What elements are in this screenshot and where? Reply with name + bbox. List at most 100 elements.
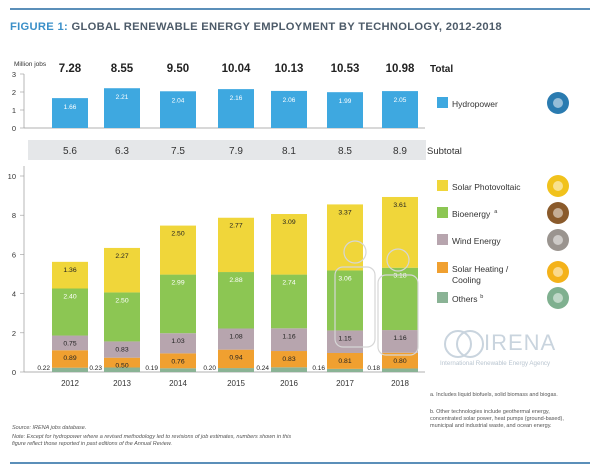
top-y-tick: 0	[12, 124, 16, 133]
subtotal-value: 8.9	[393, 146, 407, 157]
hydropower-label: 2.05	[394, 97, 407, 104]
hydropower-bar	[52, 98, 88, 128]
hydropower-label: 2.21	[116, 94, 129, 101]
source-note: Source: IRENA jobs database.	[12, 425, 87, 431]
top-rule	[10, 8, 590, 10]
solar-photovoltaic-label: 2.77	[229, 223, 242, 230]
others-label: 0.22	[37, 365, 50, 372]
total-value: 10.13	[275, 63, 304, 75]
solar-heating-cooling-label: 0.83	[282, 356, 295, 363]
bottom-y-tick: 10	[8, 172, 16, 181]
total-value: 7.28	[59, 63, 82, 75]
subtotal-value: 8.1	[282, 146, 296, 157]
top-y-tick: 2	[12, 88, 16, 97]
x-tick-label: 2016	[280, 379, 298, 388]
others-label: 0.16	[312, 365, 325, 372]
hydropower-label: 2.16	[230, 95, 243, 102]
solar-heating-cooling-segment	[52, 350, 88, 368]
solar-heating-cooling-label: 0.80	[393, 358, 406, 365]
others-segment	[104, 367, 140, 372]
total-value: 10.04	[222, 63, 251, 75]
legend-swatch-solar-heating-cooling	[437, 262, 448, 273]
hydropower-bar	[218, 89, 254, 128]
solar-heating-cooling-segment	[382, 352, 418, 369]
solar-photovoltaic-label: 3.61	[393, 202, 406, 209]
subtotal-band	[28, 140, 426, 160]
bioenergy-label: 3.06	[338, 275, 351, 282]
solar-heating-cooling-label: 0.81	[338, 358, 351, 365]
x-tick-label: 2015	[227, 379, 245, 388]
subtotal-value: 8.5	[338, 146, 352, 157]
logo-text: IRENA	[484, 330, 557, 355]
irena-globe-icon	[456, 330, 484, 358]
solar-photovoltaic-segment	[271, 214, 307, 275]
legend-swatch-wind-energy	[437, 234, 448, 245]
legend-label-wind-energy: Wind Energy	[452, 236, 501, 246]
irena-globe-icon	[444, 330, 472, 358]
hydropower-bar	[327, 92, 363, 128]
hydropower-label: 1.99	[339, 98, 352, 105]
solar-heating-cooling-label: 0.89	[63, 355, 76, 362]
wind-energy-label: 1.03	[171, 338, 184, 345]
wind-energy-segment	[104, 341, 140, 358]
wind-energy-segment	[271, 328, 307, 352]
x-tick-label: 2014	[169, 379, 187, 388]
wind-energy-segment	[52, 335, 88, 351]
footnote-b: b. Other technologies include geothermal…	[430, 409, 564, 429]
top-y-tick: 3	[12, 70, 16, 79]
solar-heating-cooling-segment	[218, 349, 254, 369]
legend-label-solar-photovoltaic: Solar Photovoltaic	[452, 182, 521, 192]
legend-label-solar-heating-cooling: Cooling	[452, 275, 481, 285]
bioenergy-segment	[160, 274, 196, 334]
top-axis-unit: Million jobs	[14, 61, 47, 68]
hydropower-label: 2.04	[172, 97, 185, 104]
x-tick-label: 2013	[113, 379, 131, 388]
legend-swatch-solar-photovoltaic	[437, 180, 448, 191]
solar-heating-cooling-label: 0.50	[115, 363, 128, 370]
subtotal-value: 7.5	[171, 146, 185, 157]
hydropower-bar	[271, 90, 307, 128]
legend-footnote-mark: a	[494, 209, 498, 215]
others-segment	[327, 368, 363, 372]
bottom-y-tick: 0	[12, 368, 16, 377]
others-segment	[52, 367, 88, 372]
icon-inner-mark	[553, 235, 563, 245]
x-tick-label: 2017	[336, 379, 354, 388]
bioenergy-segment	[271, 274, 307, 329]
bottom-y-tick: 6	[12, 250, 16, 259]
footnote-a: a. Includes liquid biofuels, solid bioma…	[430, 392, 558, 398]
wind-energy-label: 1.15	[338, 335, 351, 342]
wind-energy-segment	[160, 333, 196, 354]
wind-energy-label: 1.16	[393, 335, 406, 342]
icon-inner-mark	[553, 267, 563, 277]
legend-swatch-hydropower	[437, 97, 448, 108]
bioenergy-segment	[382, 267, 418, 331]
hydropower-bar	[104, 88, 140, 128]
wind-energy-label: 1.08	[229, 333, 242, 340]
worker-silhouette-icon	[386, 248, 410, 272]
figure-title-text: GLOBAL RENEWABLE ENERGY EMPLOYMENT BY TE…	[71, 21, 502, 33]
x-tick-label: 2018	[391, 379, 409, 388]
others-label: 0.19	[145, 365, 158, 372]
hydropower-bar	[382, 91, 418, 128]
solar-photovoltaic-segment	[160, 225, 196, 275]
subtotal-value: 6.3	[115, 146, 129, 157]
bioenergy-label: 2.74	[282, 280, 295, 287]
bottom-y-tick: 2	[12, 329, 16, 338]
others-segment	[160, 368, 196, 372]
figure-number: FIGURE 1:	[10, 21, 69, 33]
legend-swatch-others	[437, 292, 448, 303]
wind-energy-segment	[382, 330, 418, 353]
solar-photovoltaic-segment	[52, 261, 88, 289]
bottom-rule	[10, 462, 590, 464]
subtotal-value: 7.9	[229, 146, 243, 157]
hydropower-label: 2.06	[283, 97, 296, 104]
bioenergy-segment	[327, 270, 363, 331]
solar-photovoltaic-segment	[218, 217, 254, 273]
subtotal-label: Subtotal	[427, 146, 462, 157]
figure-title: FIGURE 1: GLOBAL RENEWABLE ENERGY EMPLOY…	[10, 21, 502, 33]
solar-heating-cooling-segment	[160, 353, 196, 369]
bottom-y-tick: 8	[12, 211, 16, 220]
solar-heating-cooling-segment	[327, 352, 363, 369]
